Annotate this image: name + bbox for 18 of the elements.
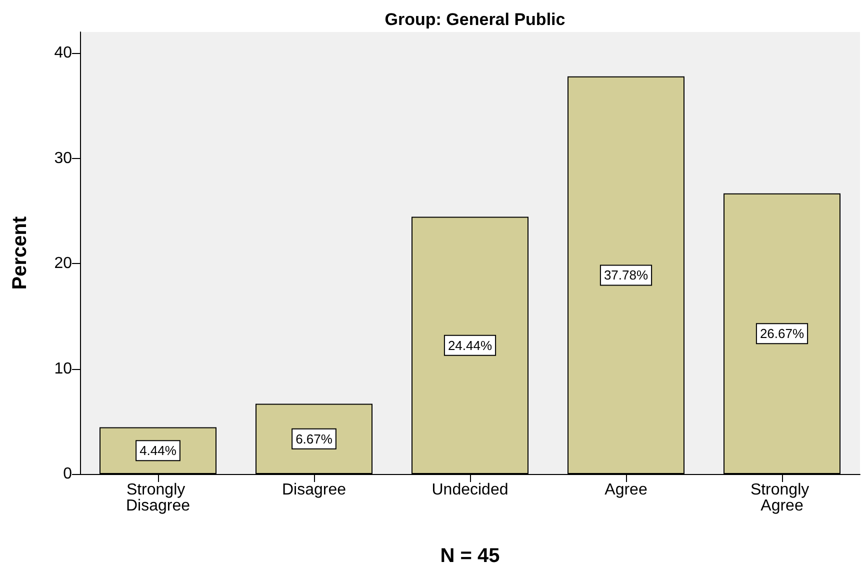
data-label: 4.44%	[140, 443, 177, 458]
y-tick-label: 30	[54, 150, 72, 167]
data-label: 26.67%	[760, 326, 804, 342]
y-axis-title: Percent	[9, 216, 31, 290]
data-label: 37.78%	[604, 268, 648, 283]
chart-title: Group: General Public	[384, 10, 566, 29]
x-tick-label: Strongly Disagree	[126, 482, 190, 514]
y-tick-label: 0	[63, 466, 72, 482]
x-tick-label: Strongly Agree	[750, 482, 814, 514]
y-tick-label: 20	[54, 255, 72, 272]
data-label: 24.44%	[448, 338, 492, 353]
x-tick-label: Undecided	[432, 482, 508, 498]
x-axis-title: N = 45	[440, 545, 500, 567]
data-label: 6.67%	[296, 431, 333, 446]
x-tick-label: Disagree	[282, 482, 346, 498]
y-tick-label: 10	[54, 360, 72, 378]
x-tick-label: Agree	[604, 482, 648, 498]
y-tick-label: 40	[54, 44, 72, 62]
